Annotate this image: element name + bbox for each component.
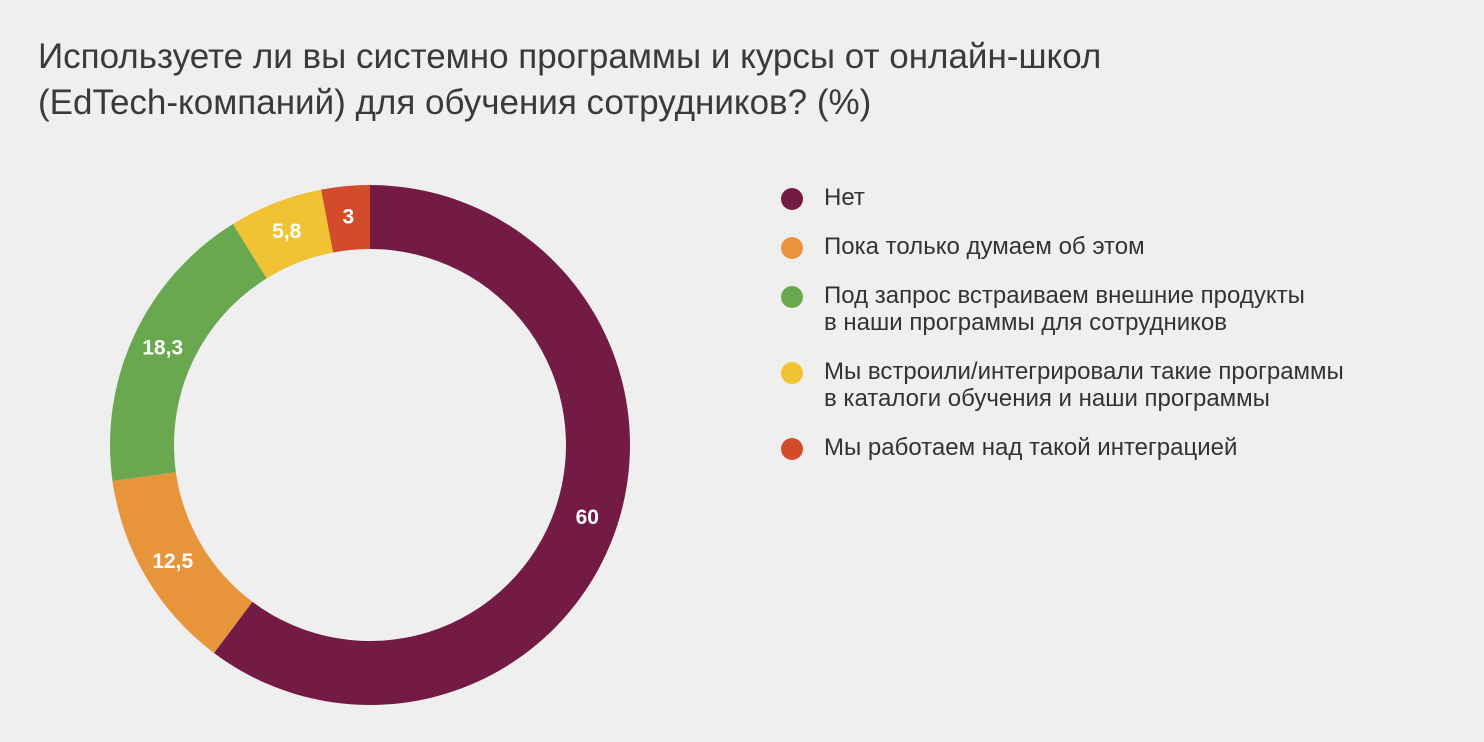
legend-item-integrated: Мы встроили/интегрировали такие программ… — [778, 358, 1344, 412]
legend-marker-working-on — [781, 438, 803, 460]
donut-slice-on-request — [110, 224, 267, 481]
chart-title-line-1: Используете ли вы системно программы и к… — [38, 37, 1102, 76]
legend-label-on-request-line-2: в наши программы для сотрудников — [824, 309, 1227, 336]
legend-label-thinking: Пока только думаем об этом — [824, 233, 1145, 260]
donut-slice-integrated — [232, 189, 334, 279]
donut-slice-working-on — [321, 185, 370, 253]
legend-marker-on-request — [781, 286, 803, 308]
legend-item-on-request: Под запрос встраиваем внешние продукты в… — [778, 282, 1344, 336]
donut-slice-net — [214, 185, 630, 705]
legend-marker-net — [781, 188, 803, 210]
slice-value-label-working-on: 3 — [343, 206, 355, 229]
slice-value-label-integrated: 5,8 — [272, 220, 302, 243]
legend-marker-integrated — [781, 362, 803, 384]
chart-title-line-2: (EdTech-компаний) для обучения сотрудник… — [38, 83, 872, 122]
legend-label-net: Нет — [824, 184, 865, 211]
slice-value-label-thinking: 12,5 — [152, 550, 193, 573]
legend-item-working-on: Мы работаем над такой интеграцией — [778, 434, 1344, 461]
donut-slice-thinking — [112, 472, 253, 654]
legend-label-on-request-line-1: Под запрос встраиваем внешние продукты — [824, 282, 1305, 309]
legend-marker-thinking — [781, 237, 803, 259]
chart-legend: Нет Пока только думаем об этом Под запро… — [778, 184, 1344, 483]
legend-item-thinking: Пока только думаем об этом — [778, 233, 1344, 260]
legend-label-working-on: Мы работаем над такой интеграцией — [824, 434, 1238, 461]
legend-label-integrated-line-1: Мы встроили/интегрировали такие программ… — [824, 358, 1344, 385]
donut-chart: 60 12,5 18,3 5,8 3 — [110, 185, 630, 705]
slice-value-label-on-request: 18,3 — [142, 336, 183, 359]
legend-item-net: Нет — [778, 184, 1344, 211]
slice-value-label-net: 60 — [576, 506, 599, 529]
chart-title: Используете ли вы системно программы и к… — [38, 34, 1338, 126]
legend-label-integrated-line-2: в каталоги обучения и наши программы — [824, 385, 1270, 412]
